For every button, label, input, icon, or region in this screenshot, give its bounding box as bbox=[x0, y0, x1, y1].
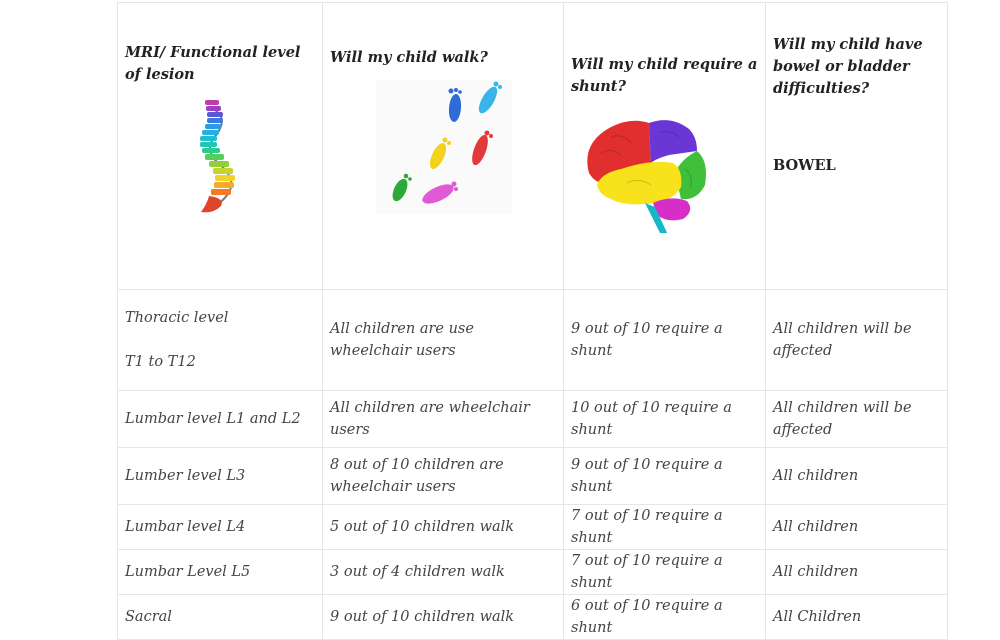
footprints-icon bbox=[376, 80, 512, 214]
table-row: Lumbar Level L5 3 out of 4 children walk… bbox=[117, 549, 948, 595]
header-walk: Will my child walk? bbox=[330, 49, 488, 66]
table-row: Lumbar level L4 5 out of 10 children wal… bbox=[117, 504, 948, 550]
header-cell-bowel: Will my child have bowel or bladder diff… bbox=[765, 2, 948, 290]
cell-shunt: 7 out of 10 require a shunt bbox=[563, 504, 766, 550]
cell-shunt: 6 out of 10 require a shunt bbox=[563, 594, 766, 640]
header-cell-shunt: Will my child require a shunt? bbox=[563, 2, 766, 290]
spina-bifida-outcomes-table: MRI/ Functional level of lesion bbox=[117, 2, 948, 640]
table-row: Thoracic level T1 to T12 All children ar… bbox=[117, 289, 948, 391]
cell-shunt: 7 out of 10 require a shunt bbox=[563, 549, 766, 595]
header-cell-walk: Will my child walk? bbox=[322, 2, 564, 290]
table-row: Lumbar level L1 and L2 All children are … bbox=[117, 390, 948, 448]
cell-level: Lumbar level L1 and L2 bbox=[117, 390, 323, 448]
cell-shunt: 9 out of 10 require a shunt bbox=[563, 289, 766, 391]
cell-walk: 9 out of 10 children walk bbox=[322, 594, 564, 640]
cell-level-line2: T1 to T12 bbox=[125, 354, 196, 370]
spine-icon bbox=[200, 100, 235, 213]
cell-shunt: 10 out of 10 require a shunt bbox=[563, 390, 766, 448]
table-row: Sacral 9 out of 10 children walk 6 out o… bbox=[117, 594, 948, 640]
table-row: Lumber level L3 8 out of 10 children are… bbox=[117, 447, 948, 505]
cell-level: Lumbar level L4 bbox=[117, 504, 323, 550]
cell-walk: All children are wheelchair users bbox=[322, 390, 564, 448]
table-header-row: MRI/ Functional level of lesion bbox=[117, 2, 948, 290]
cell-shunt: 9 out of 10 require a shunt bbox=[563, 447, 766, 505]
cell-walk: 8 out of 10 children are wheelchair user… bbox=[322, 447, 564, 505]
cell-level: Lumbar Level L5 bbox=[117, 549, 323, 595]
header-bowel-bladder: Will my child have bowel or bladder diff… bbox=[773, 36, 923, 97]
header-level: MRI/ Functional level of lesion bbox=[125, 44, 301, 83]
header-shunt: Will my child require a shunt? bbox=[571, 56, 758, 95]
header-cell-level: MRI/ Functional level of lesion bbox=[117, 2, 323, 290]
cell-bowel: All children bbox=[765, 447, 948, 505]
cell-bowel: All children will be affected bbox=[765, 390, 948, 448]
cell-walk: 3 out of 4 children walk bbox=[322, 549, 564, 595]
cell-walk: All children are use wheelchair users bbox=[322, 289, 564, 391]
cell-level: Thoracic level T1 to T12 bbox=[117, 289, 323, 391]
cell-bowel: All children bbox=[765, 504, 948, 550]
cell-bowel: All Children bbox=[765, 594, 948, 640]
cell-bowel: All children will be affected bbox=[765, 289, 948, 391]
brain-icon bbox=[587, 120, 706, 233]
cell-level: Lumber level L3 bbox=[117, 447, 323, 505]
cell-level: Sacral bbox=[117, 594, 323, 640]
bowel-subheading: BOWEL bbox=[773, 157, 836, 174]
cell-level-line1: Thoracic level bbox=[125, 310, 229, 326]
cell-bowel: All children bbox=[765, 549, 948, 595]
cell-walk: 5 out of 10 children walk bbox=[322, 504, 564, 550]
